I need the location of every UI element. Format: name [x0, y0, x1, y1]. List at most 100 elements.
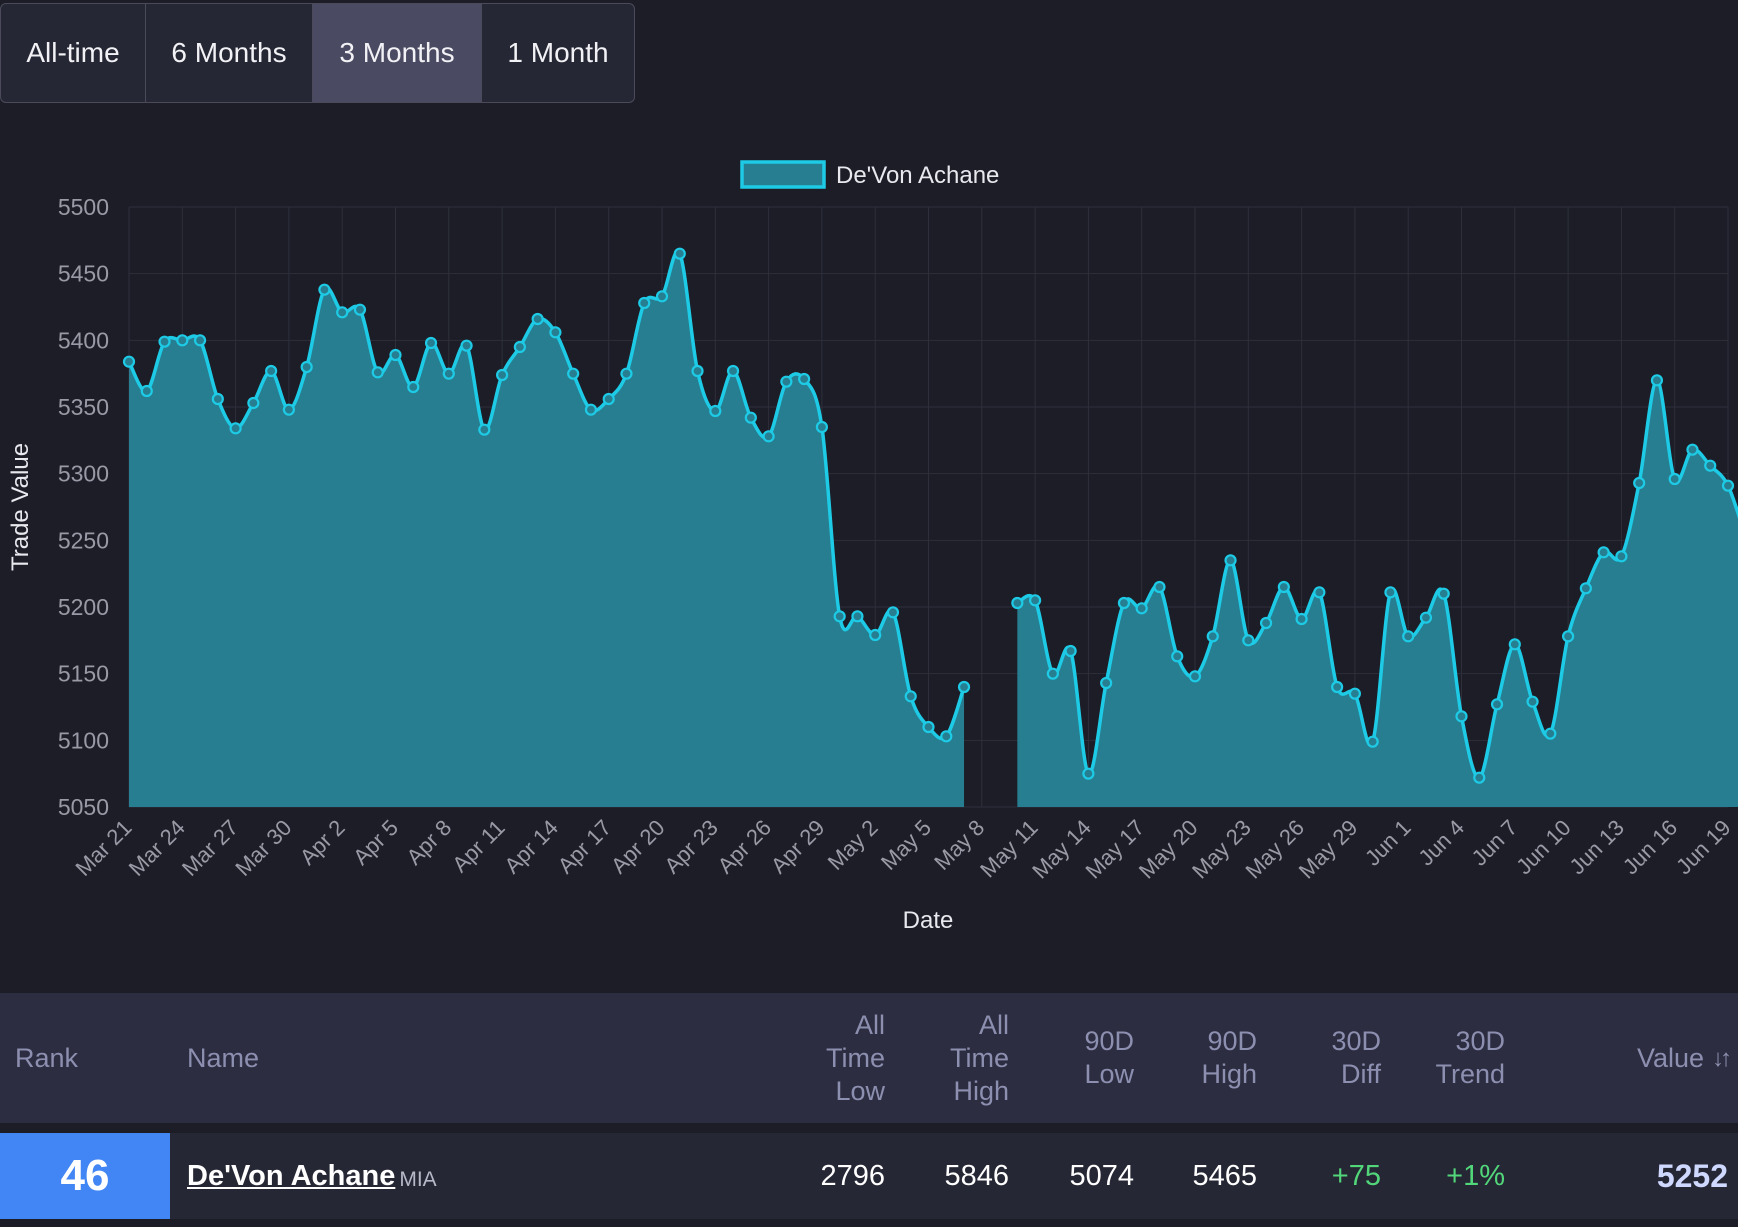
tab-3-months[interactable]: 3 Months [313, 4, 482, 102]
cell-90d-high: 5465 [1192, 1159, 1257, 1192]
data-point [886, 606, 900, 619]
x-tick-label: Apr 20 [606, 815, 670, 879]
data-point [940, 730, 953, 743]
table-header: Rank Name All Time Low All Time High 90D Low … [0, 993, 1738, 1123]
cell-all-time-high: 5846 [944, 1159, 1009, 1192]
tab-all-time[interactable]: All-time [1, 4, 146, 102]
data-point [1561, 630, 1575, 643]
data-point [460, 339, 473, 352]
y-tick-label: 5500 [58, 194, 109, 220]
data-point [1135, 602, 1148, 615]
cell-all-time-low: 2796 [820, 1159, 885, 1192]
header-30d-trend[interactable]: 30D Trend [1435, 1026, 1505, 1089]
data-point [655, 290, 669, 303]
header-all-time-high[interactable]: All Time High [950, 1009, 1009, 1106]
y-tick-label: 5250 [58, 527, 109, 553]
range-tabs: All-time 6 Months 3 Months 1 Month [0, 3, 635, 103]
x-tick-label: May 14 [1027, 815, 1096, 884]
data-point [780, 375, 793, 388]
y-tick-label: 5400 [58, 327, 109, 353]
data-point [762, 430, 775, 443]
data-point [1348, 687, 1362, 700]
data-point [531, 312, 544, 326]
data-point [1384, 586, 1397, 599]
y-axis-title: Trade Value [7, 443, 34, 571]
x-tick-label: May 26 [1240, 815, 1309, 884]
y-tick-label: 5350 [58, 394, 109, 420]
x-tick-label: Apr 23 [659, 815, 723, 879]
data-point [1668, 472, 1681, 486]
header-30d-diff[interactable]: 30D Diff [1331, 1026, 1381, 1089]
cell-30d-trend: +1% [1446, 1159, 1505, 1192]
x-axis-title: Date [903, 907, 954, 934]
data-point [1313, 586, 1326, 599]
data-point [371, 366, 384, 379]
data-point [1508, 638, 1521, 651]
data-point [1686, 443, 1699, 456]
x-tick-label: Jun 1 [1360, 815, 1416, 871]
data-point [691, 364, 704, 378]
data-point [1437, 587, 1450, 600]
cell-90d-low: 5074 [1069, 1159, 1134, 1192]
data-point [1490, 698, 1504, 711]
y-tick-label: 5050 [58, 794, 109, 820]
data-point [122, 355, 136, 368]
data-point [1597, 546, 1610, 559]
data-point [1704, 459, 1717, 472]
data-point [1011, 596, 1024, 610]
trade-value-chart: 5500 5450 5400 5350 5300 5250 5200 5150 5100 5050… [7, 160, 1738, 934]
player-name-link[interactable]: De'Von Achane [187, 1159, 396, 1192]
name-cell: De'Von Achane MIA [187, 1133, 437, 1219]
x-tick-label: Jun 19 [1671, 815, 1735, 879]
data-point [744, 411, 757, 424]
header-90d-low[interactable]: 90D Low [1084, 1026, 1134, 1089]
header-rank[interactable]: Rank [15, 1042, 79, 1073]
data-point [1615, 550, 1628, 563]
y-tick-label: 5450 [58, 261, 109, 287]
data-point [1188, 670, 1202, 683]
y-tick-label: 5200 [58, 594, 109, 620]
x-tick-label: Jun 4 [1413, 815, 1469, 871]
header-all-time-low[interactable]: All Time Low [826, 1009, 885, 1106]
data-point [638, 296, 651, 310]
data-point [1100, 676, 1113, 690]
header-value[interactable]: Value ↓↑ [1637, 993, 1732, 1123]
data-point [584, 403, 598, 416]
data-point [869, 628, 882, 642]
data-point [442, 367, 455, 380]
legend-label: De'Von Achane [836, 162, 999, 189]
x-tick-label: Mar 24 [124, 815, 190, 881]
data-point [1046, 667, 1059, 680]
data-point [833, 610, 846, 623]
data-point [726, 364, 740, 378]
data-point [389, 348, 402, 362]
data-point [1064, 644, 1077, 658]
series-area [129, 251, 965, 807]
x-tick-label: Apr 17 [553, 815, 617, 879]
data-point [1650, 374, 1664, 387]
data-point [1206, 630, 1219, 643]
data-point [709, 404, 722, 418]
data-point [1526, 695, 1539, 708]
chart-legend: De'Von Achane [740, 160, 999, 189]
data-point [620, 367, 633, 380]
y-tick-label: 5100 [58, 727, 109, 753]
data-point [1224, 554, 1237, 567]
data-point [513, 340, 526, 354]
rank-badge: 46 [0, 1133, 170, 1219]
data-point [1117, 596, 1131, 610]
header-name[interactable]: Name [187, 1042, 260, 1073]
data-point [922, 720, 935, 734]
tab-6-months[interactable]: 6 Months [146, 4, 313, 102]
data-point [567, 367, 580, 380]
data-point [496, 368, 509, 382]
x-tick-label: Apr 29 [766, 815, 830, 879]
data-point [1295, 612, 1308, 626]
x-tick-label: Mar 21 [70, 815, 136, 881]
tab-1-month[interactable]: 1 Month [507, 37, 609, 68]
x-tick-label: May 29 [1294, 815, 1363, 884]
data-point [300, 360, 313, 374]
x-tick-label: Mar 27 [177, 815, 243, 881]
header-90d-high[interactable]: 90D High [1201, 1026, 1257, 1089]
data-point [1419, 611, 1433, 624]
